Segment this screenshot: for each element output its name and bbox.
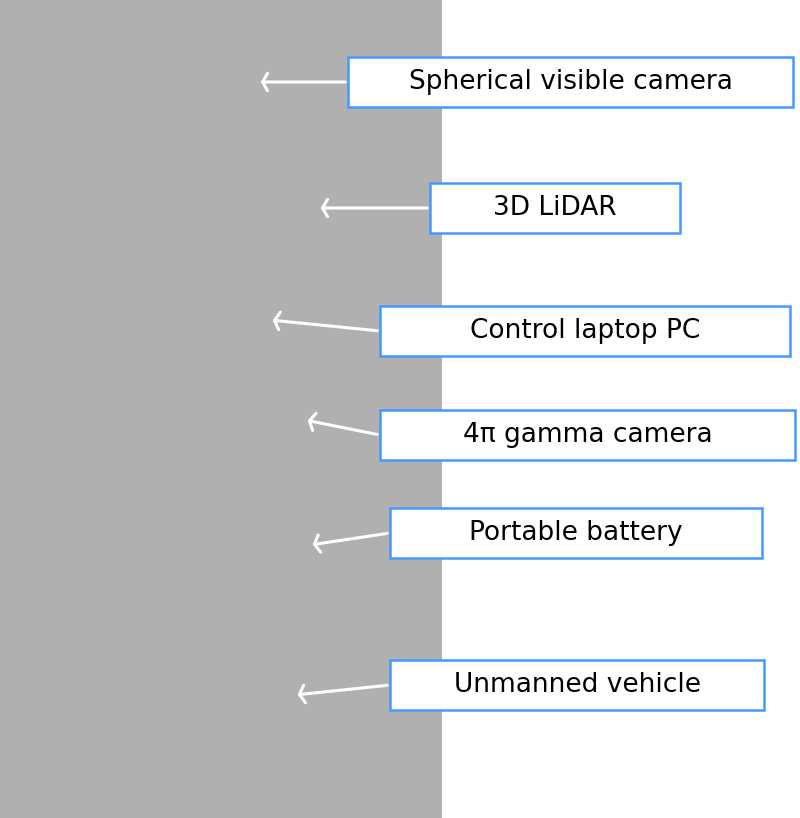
FancyBboxPatch shape — [390, 508, 762, 558]
Text: Spherical visible camera: Spherical visible camera — [409, 69, 733, 95]
Text: Unmanned vehicle: Unmanned vehicle — [454, 672, 701, 698]
Text: 3D LiDAR: 3D LiDAR — [493, 195, 617, 221]
FancyBboxPatch shape — [430, 183, 680, 233]
FancyBboxPatch shape — [380, 410, 795, 460]
FancyBboxPatch shape — [390, 660, 764, 710]
Text: Portable battery: Portable battery — [469, 520, 683, 546]
Bar — [442, 0, 800, 818]
Bar — [0, 0, 442, 818]
Text: Control laptop PC: Control laptop PC — [470, 318, 700, 344]
FancyBboxPatch shape — [380, 306, 790, 356]
Text: 4π gamma camera: 4π gamma camera — [462, 422, 712, 448]
FancyBboxPatch shape — [348, 57, 793, 107]
